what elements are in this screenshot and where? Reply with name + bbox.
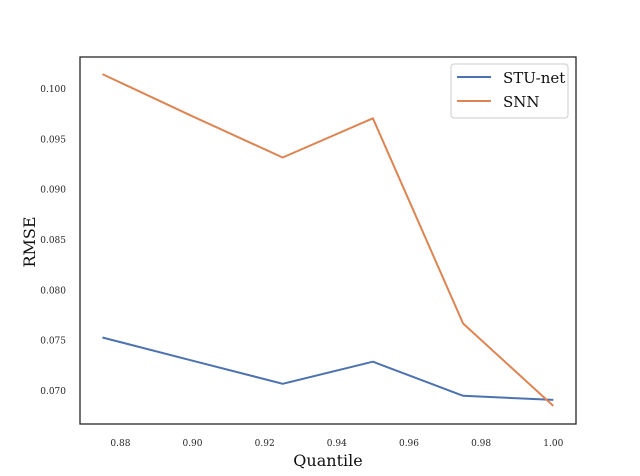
y-tick-label: 0.090 (40, 186, 66, 196)
y-tick-label: 0.100 (40, 85, 66, 95)
y-ticks: 0.070 0.075 0.080 0.085 0.090 0.095 0.100 (40, 85, 66, 397)
x-tick-label: 0.90 (182, 439, 202, 449)
series-line-snn (101, 73, 554, 407)
x-tick-label: 0.96 (399, 439, 419, 449)
y-tick-label: 0.085 (40, 236, 66, 246)
x-tick-label: 0.94 (327, 439, 347, 449)
y-tick-label: 0.080 (40, 286, 66, 296)
legend-label-stu-net: STU-net (503, 69, 565, 87)
y-axis-label: RMSE (20, 216, 39, 267)
y-tick-label: 0.070 (40, 387, 66, 397)
legend-label-snn: SNN (503, 93, 540, 111)
x-tick-label: 0.88 (110, 439, 130, 449)
x-ticks: 0.88 0.90 0.92 0.94 0.96 0.98 1.00 (110, 439, 563, 449)
x-tick-label: 1.00 (543, 439, 563, 449)
series-layer (101, 73, 554, 407)
y-tick-label: 0.075 (40, 337, 66, 347)
series-line-stu-net (102, 336, 554, 401)
plot-frame (79, 56, 577, 425)
y-tick-label: 0.095 (40, 135, 66, 145)
x-tick-label: 0.98 (471, 439, 491, 449)
legend: STU-net SNN (450, 63, 569, 119)
x-axis-label: Quantile (293, 451, 362, 470)
x-tick-label: 0.92 (255, 439, 275, 449)
